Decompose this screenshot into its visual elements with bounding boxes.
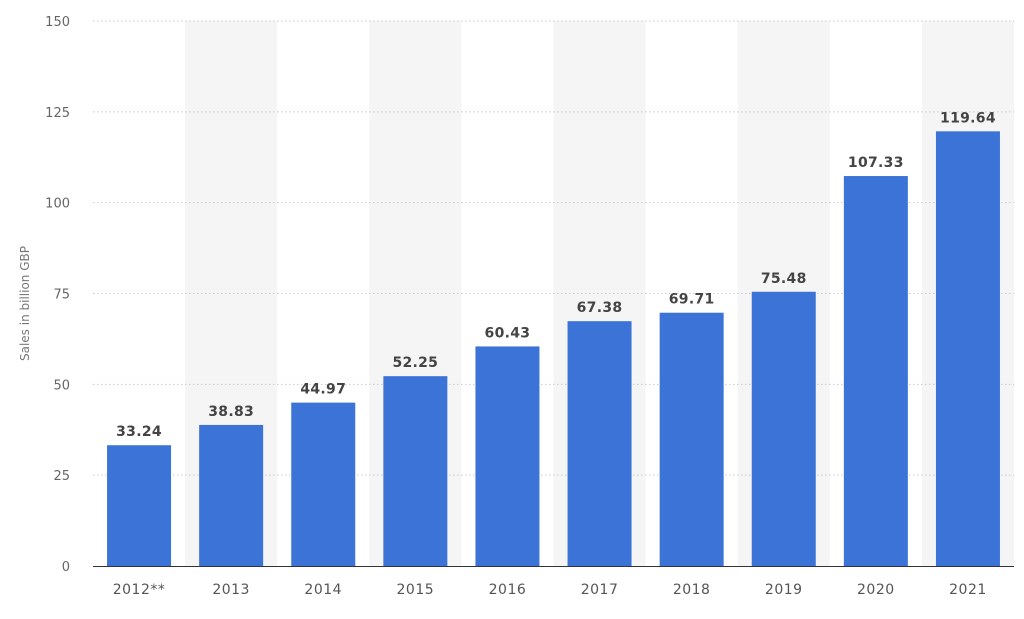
data-labels: 33.24 38.83 44.97 52.25 60.43 67.38 69.71 75.48… [116,110,996,440]
x-tick-label: 2018 [673,582,711,598]
data-label: 107.33 [848,155,904,171]
x-tick-label: 2013 [212,582,250,598]
data-label: 33.24 [116,424,162,440]
y-tick-label: 125 [45,106,70,121]
bar [475,346,540,566]
x-tick-label: 2012** [113,582,166,598]
bars [107,131,1000,567]
bar [291,402,356,566]
x-tick-label: 2016 [489,582,527,598]
data-label: 69.71 [669,292,715,308]
data-label: 52.25 [392,355,438,371]
y-tick-label: 50 [53,378,70,393]
bar [751,291,816,566]
y-tick-label: 25 [53,469,70,484]
x-tick-label: 2021 [949,582,987,598]
bar [843,176,908,566]
data-label: 119.64 [940,110,996,126]
x-tick-label: 2017 [581,582,619,598]
bar [567,321,632,566]
x-axis-ticks: 2012** 2013 2014 2015 2016 2017 2018 2019 2020 20… [113,582,987,598]
y-axis-label: Sales in billion GBP [18,246,32,361]
y-tick-label: 150 [45,15,70,30]
y-axis-ticks: 0 25 50 75 100 125 150 [45,15,70,575]
bar [659,312,724,566]
x-tick-label: 2015 [397,582,435,598]
x-tick-label: 2020 [857,582,895,598]
bar [383,376,448,566]
bar [199,424,264,566]
y-tick-label: 0 [62,560,70,575]
data-label: 60.43 [485,325,531,341]
bar [935,131,1000,567]
data-label: 38.83 [208,404,254,420]
x-tick-label: 2019 [765,582,803,598]
y-tick-label: 75 [53,288,70,303]
y-tick-label: 100 [45,197,70,212]
gridlines [93,20,1014,476]
data-label: 44.97 [300,382,346,398]
x-tick-label: 2014 [304,582,342,598]
bar [107,445,172,566]
data-label: 75.48 [761,271,807,287]
data-label: 67.38 [577,300,623,316]
